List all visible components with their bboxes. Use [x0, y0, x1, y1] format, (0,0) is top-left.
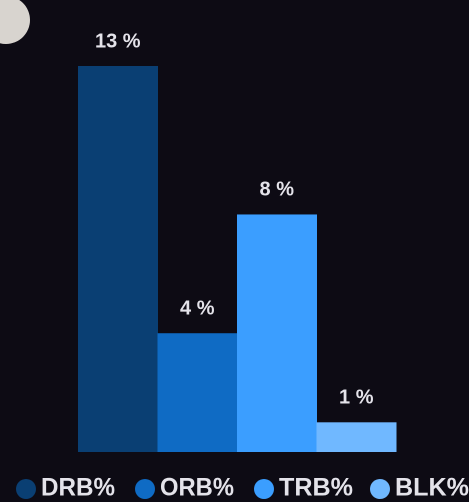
bar: [78, 66, 158, 452]
value-label: 1 %: [339, 387, 374, 409]
legend-label: ORB%: [160, 474, 234, 502]
value-label: 8 %: [260, 179, 295, 201]
bar: [237, 214, 317, 452]
legend-marker: [254, 479, 274, 499]
value-label: 13 %: [95, 30, 141, 52]
legend-marker: [370, 479, 390, 499]
bar: [316, 422, 397, 452]
legend-label: TRB%: [279, 474, 353, 502]
legend-marker: [135, 479, 155, 499]
decoration: [0, 0, 30, 44]
legend-marker: [16, 479, 36, 499]
legend-label: DRB%: [41, 474, 115, 502]
bar: [157, 333, 238, 452]
value-label: 4 %: [180, 298, 215, 320]
legend-label: BLK%: [395, 474, 469, 502]
